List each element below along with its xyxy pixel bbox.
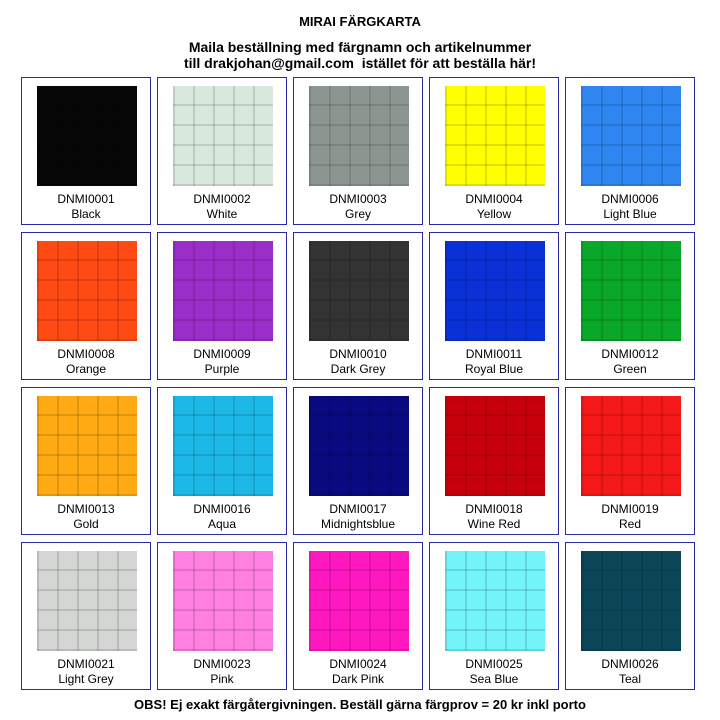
article-number: DNMI0026: [601, 657, 659, 671]
swatch-card: DNMI0017 Midnightsblue: [293, 387, 423, 535]
color-name: Midnightsblue: [320, 517, 396, 531]
swatch-card: DNMI0003 Grey: [293, 77, 423, 225]
color-swatch: [173, 551, 273, 651]
color-swatch: [37, 241, 137, 341]
swatch-card: DNMI0011 Royal Blue: [429, 232, 559, 380]
color-name: Sea Blue: [469, 672, 519, 686]
color-swatch: [309, 241, 409, 341]
color-name: Yellow: [476, 207, 512, 221]
color-swatch: [173, 241, 273, 341]
color-name: Dark Grey: [330, 362, 386, 376]
color-name: Gold: [73, 517, 99, 531]
swatch-card: DNMI0001 Black: [21, 77, 151, 225]
article-number: DNMI0017: [329, 502, 387, 516]
article-number: DNMI0024: [329, 657, 387, 671]
color-swatch: [309, 551, 409, 651]
color-name: Grey: [344, 207, 371, 221]
color-swatch: [445, 396, 545, 496]
color-swatch: [581, 551, 681, 651]
color-name: Black: [71, 207, 101, 221]
article-number: DNMI0009: [193, 347, 251, 361]
article-number: DNMI0025: [465, 657, 523, 671]
color-name: Purple: [204, 362, 240, 376]
color-swatch: [581, 241, 681, 341]
swatch-card: DNMI0024 Dark Pink: [293, 542, 423, 690]
color-name: Light Grey: [58, 672, 114, 686]
swatch-card: DNMI0019 Red: [565, 387, 695, 535]
article-number: DNMI0013: [57, 502, 115, 516]
color-name: Pink: [210, 672, 234, 686]
color-name: Light Blue: [603, 207, 657, 221]
swatch-card: DNMI0012 Green: [565, 232, 695, 380]
color-swatch: [173, 86, 273, 186]
color-name: Aqua: [207, 517, 237, 531]
color-name: Royal Blue: [464, 362, 524, 376]
swatch-card: DNMI0021 Light Grey: [21, 542, 151, 690]
article-number: DNMI0012: [601, 347, 659, 361]
color-swatch: [581, 396, 681, 496]
swatch-card: DNMI0016 Aqua: [157, 387, 287, 535]
title: MIRAI FÄRGKARTA: [299, 14, 421, 29]
swatch-card: DNMI0026 Teal: [565, 542, 695, 690]
article-number: DNMI0011: [465, 347, 523, 361]
color-swatch: [309, 86, 409, 186]
swatch-card: DNMI0002 White: [157, 77, 287, 225]
color-swatch: [173, 396, 273, 496]
color-name: Wine Red: [467, 517, 521, 531]
swatch-card: DNMI0006 Light Blue: [565, 77, 695, 225]
color-swatch: [37, 551, 137, 651]
swatch-card: DNMI0010 Dark Grey: [293, 232, 423, 380]
swatch-card: DNMI0004 Yellow: [429, 77, 559, 225]
color-swatch: [445, 241, 545, 341]
subtitle-line: Maila beställning med färgnamn och artik…: [188, 39, 532, 55]
color-swatch: [37, 86, 137, 186]
swatch-card: DNMI0009 Purple: [157, 232, 287, 380]
color-name: Orange: [65, 362, 107, 376]
color-name: Dark Pink: [331, 672, 384, 686]
article-number: DNMI0018: [465, 502, 523, 516]
color-swatch: [581, 86, 681, 186]
subtitle-line: till drakjohan@gmail.com istället för at…: [183, 55, 537, 71]
swatch-card: DNMI0023 Pink: [157, 542, 287, 690]
color-name: White: [206, 207, 238, 221]
article-number: DNMI0003: [329, 192, 387, 206]
swatch-card: DNMI0025 Sea Blue: [429, 542, 559, 690]
color-swatch: [445, 551, 545, 651]
footer: OBS! Ej exakt färgåtergivningen. Beställ…: [134, 697, 586, 712]
article-number: DNMI0023: [193, 657, 251, 671]
color-swatch: [309, 396, 409, 496]
color-swatch: [445, 86, 545, 186]
article-number: DNMI0019: [601, 502, 659, 516]
swatch-card: DNMI0013 Gold: [21, 387, 151, 535]
article-number: DNMI0001: [57, 192, 115, 206]
article-number: DNMI0004: [465, 192, 523, 206]
article-number: DNMI0002: [193, 192, 251, 206]
swatch-card: DNMI0018 Wine Red: [429, 387, 559, 535]
article-number: DNMI0016: [193, 502, 251, 516]
article-number: DNMI0006: [601, 192, 659, 206]
color-name: Teal: [618, 672, 641, 686]
color-name: Green: [613, 362, 647, 376]
article-number: DNMI0021: [57, 657, 115, 671]
swatch-card: DNMI0008 Orange: [21, 232, 151, 380]
color-name: Red: [618, 517, 641, 531]
article-number: DNMI0008: [57, 347, 115, 361]
color-swatch: [37, 396, 137, 496]
article-number: DNMI0010: [329, 347, 387, 361]
